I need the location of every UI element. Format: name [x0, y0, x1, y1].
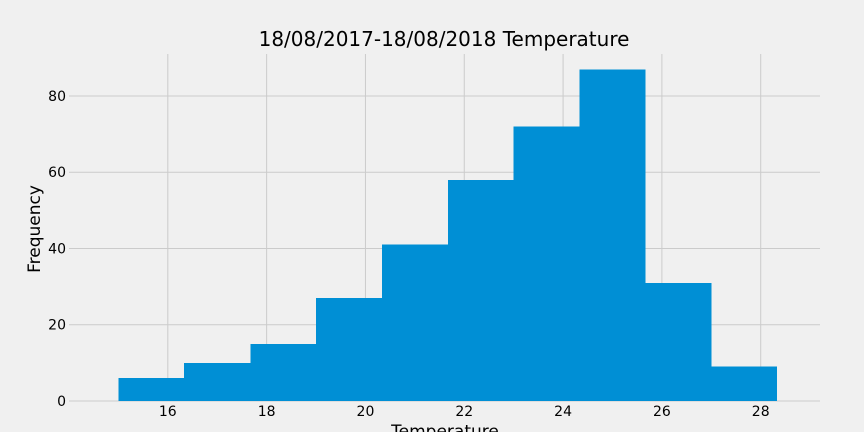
- y-tick-label: 0: [57, 394, 66, 410]
- histogram-bar: [513, 126, 580, 401]
- histogram-bar: [447, 179, 514, 401]
- x-tick-label: 24: [554, 404, 572, 420]
- y-tick-label: 60: [48, 165, 66, 181]
- y-tick-label: 80: [48, 89, 66, 105]
- y-tick-label: 20: [48, 318, 66, 334]
- x-tick-label: 28: [752, 404, 770, 420]
- histogram-bar: [579, 69, 646, 401]
- x-tick-label: 20: [357, 404, 375, 420]
- x-tick-label: 18: [258, 404, 276, 420]
- x-tick-label: 22: [455, 404, 473, 420]
- histogram-bar: [250, 343, 317, 401]
- x-axis-ticks: 16 18 20 22 24 26 28: [159, 404, 770, 420]
- histogram-bar: [184, 362, 251, 401]
- histogram-bar: [118, 378, 185, 401]
- x-axis-label: Temperature: [390, 422, 499, 432]
- x-tick-label: 26: [653, 404, 671, 420]
- y-tick-label: 40: [48, 241, 66, 257]
- chart-title: 18/08/2017-18/08/2018 Temperature: [259, 27, 630, 51]
- histogram-bar: [645, 282, 712, 401]
- histogram-bar: [316, 298, 382, 401]
- y-axis-ticks: 0 20 40 60 80: [48, 89, 66, 410]
- histogram-bar: [711, 366, 778, 401]
- y-axis-label: Frequency: [25, 185, 45, 273]
- x-tick-label: 16: [159, 404, 177, 420]
- histogram-bars: [118, 69, 778, 401]
- histogram-bar: [381, 244, 448, 401]
